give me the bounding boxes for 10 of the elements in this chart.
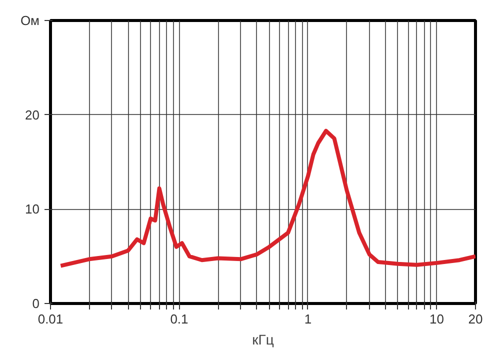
y-tick-label: 0 [32, 296, 40, 311]
x-tick-label: 10 [430, 312, 444, 326]
x-tick-label: 1 [304, 312, 312, 326]
x-tick-label: 20 [468, 312, 483, 326]
x-tick-label: 0.01 [38, 312, 64, 326]
y-tick-label: 20 [25, 107, 40, 122]
x-axis-title: кГц [252, 332, 274, 348]
x-tick-label: 0.1 [170, 312, 188, 326]
y-tick-label: 10 [25, 202, 40, 217]
y-tick-label: Ом [20, 13, 40, 28]
